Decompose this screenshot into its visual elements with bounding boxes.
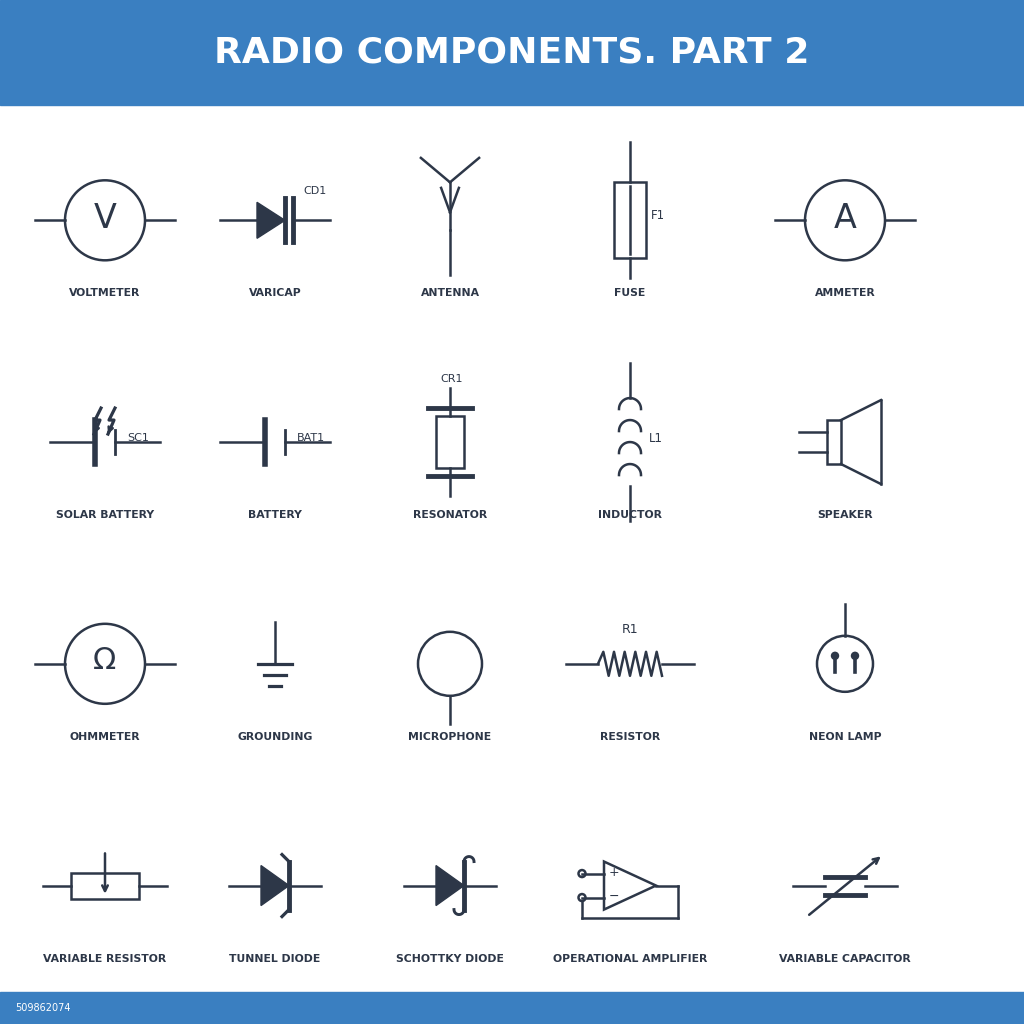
Text: AMMETER: AMMETER: [815, 289, 876, 298]
Text: SC1: SC1: [127, 433, 148, 443]
Text: V: V: [93, 202, 117, 234]
Text: BATTERY: BATTERY: [248, 510, 302, 520]
Text: R1: R1: [622, 623, 638, 636]
Bar: [827, 420, 841, 464]
Polygon shape: [261, 865, 289, 905]
Text: NEON LAMP: NEON LAMP: [809, 732, 882, 742]
Polygon shape: [436, 865, 464, 905]
Text: +: +: [608, 866, 620, 879]
Text: TUNNEL DIODE: TUNNEL DIODE: [229, 953, 321, 964]
Circle shape: [831, 652, 839, 659]
Text: CR1: CR1: [440, 374, 463, 384]
Text: F1: F1: [651, 209, 666, 222]
Bar: [614, 182, 646, 258]
Text: ANTENNA: ANTENNA: [421, 289, 479, 298]
Text: BAT1: BAT1: [297, 433, 326, 443]
Bar: [0, 992, 1024, 1024]
Polygon shape: [257, 203, 285, 239]
Bar: [436, 416, 464, 468]
Text: A: A: [834, 202, 856, 234]
Text: RESISTOR: RESISTOR: [600, 732, 660, 742]
Text: SCHOTTKY DIODE: SCHOTTKY DIODE: [396, 953, 504, 964]
Text: VARICAP: VARICAP: [249, 289, 301, 298]
Text: VARIABLE RESISTOR: VARIABLE RESISTOR: [43, 953, 167, 964]
Text: GROUNDING: GROUNDING: [238, 732, 312, 742]
Text: OHMMETER: OHMMETER: [70, 732, 140, 742]
Circle shape: [852, 652, 858, 659]
Text: Ω: Ω: [93, 646, 117, 675]
Bar: [71, 872, 139, 899]
Text: −: −: [608, 890, 620, 903]
Bar: [0, 0, 1024, 105]
Text: VOLTMETER: VOLTMETER: [70, 289, 140, 298]
Text: CD1: CD1: [303, 186, 327, 197]
Text: FUSE: FUSE: [614, 289, 645, 298]
Text: SPEAKER: SPEAKER: [817, 510, 872, 520]
Text: RESONATOR: RESONATOR: [413, 510, 487, 520]
Text: MICROPHONE: MICROPHONE: [409, 732, 492, 742]
Text: VARIABLE CAPACITOR: VARIABLE CAPACITOR: [779, 953, 911, 964]
Text: RADIO COMPONENTS. PART 2: RADIO COMPONENTS. PART 2: [214, 36, 810, 70]
Text: 509862074: 509862074: [15, 1002, 71, 1013]
Text: L1: L1: [649, 431, 663, 444]
Text: OPERATIONAL AMPLIFIER: OPERATIONAL AMPLIFIER: [553, 953, 708, 964]
Text: SOLAR BATTERY: SOLAR BATTERY: [56, 510, 154, 520]
Text: INDUCTOR: INDUCTOR: [598, 510, 662, 520]
